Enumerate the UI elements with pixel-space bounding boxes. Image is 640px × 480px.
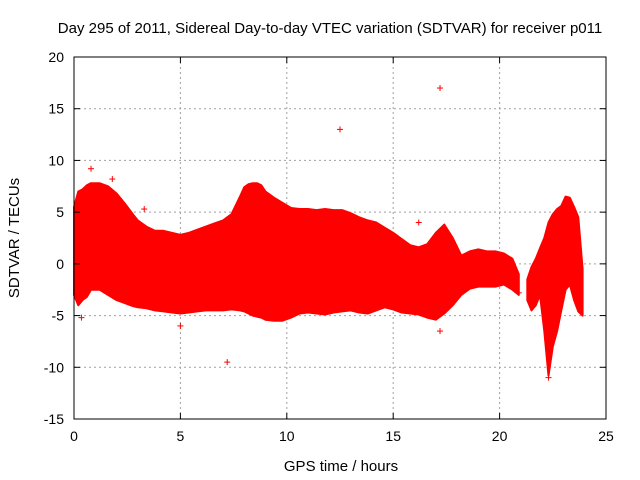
x-axis-label: GPS time / hours: [284, 458, 398, 475]
outlier-marker: [515, 289, 522, 296]
outlier-marker: [88, 165, 95, 172]
x-tick-label: 0: [70, 428, 78, 444]
y-tick-label: -15: [44, 411, 64, 427]
outlier-points: [78, 85, 584, 381]
outlier-marker: [545, 374, 552, 381]
data-series: [73, 182, 584, 377]
x-tick-label: 25: [598, 428, 614, 444]
outlier-marker: [141, 206, 148, 213]
axis-ticks: 0 5 10 15 20 25 -15 -10 -5 0 5 10 15 20: [44, 49, 614, 444]
outlier-marker: [437, 328, 444, 335]
plot-frame: [73, 56, 607, 420]
y-tick-label: -5: [52, 308, 65, 324]
y-tick-label: 15: [48, 101, 64, 117]
outlier-marker: [577, 289, 584, 296]
y-tick-label: 10: [48, 152, 64, 168]
y-tick-label: 20: [48, 49, 64, 65]
y-axis-label: SDTVAR / TECUs: [6, 178, 23, 298]
outlier-marker: [337, 126, 343, 133]
sdtvar-late-band: [526, 195, 584, 377]
outlier-marker: [177, 322, 184, 329]
y-tick-label: 5: [56, 204, 64, 220]
x-tick-label: 5: [177, 428, 185, 444]
y-tick-label: -10: [44, 359, 64, 375]
outlier-marker: [109, 176, 116, 183]
y-tick-label: 0: [56, 256, 64, 272]
x-tick-label: 15: [385, 428, 401, 444]
chart-title: Day 295 of 2011, Sidereal Day-to-day VTE…: [58, 20, 602, 37]
outlier-marker: [224, 359, 231, 366]
outlier-marker: [78, 314, 85, 321]
outlier-marker: [415, 219, 422, 226]
x-tick-label: 10: [279, 428, 295, 444]
x-tick-label: 20: [492, 428, 508, 444]
sdtvar-main-band: [73, 182, 520, 322]
outlier-marker: [437, 85, 444, 92]
